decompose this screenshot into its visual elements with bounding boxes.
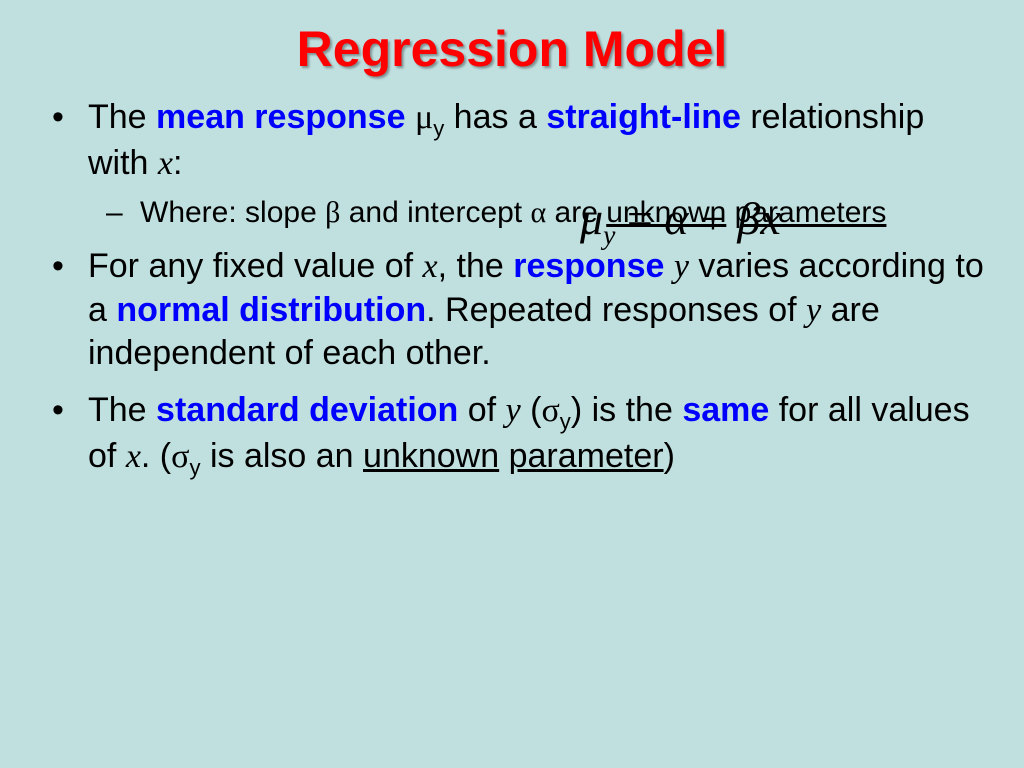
b1-kw2: straight-line (546, 98, 741, 136)
b3-u1: unknown (363, 437, 499, 475)
b3-kw2: same (682, 391, 769, 429)
b2-t1: For any fixed value of (88, 247, 423, 285)
bullet-1: The mean response μy has a straight-line… (40, 96, 984, 231)
sigma1-symbol: σ (541, 392, 559, 429)
bullet-2: For any fixed value of x, the response y… (40, 245, 984, 375)
beta-symbol: β (325, 196, 340, 229)
sigma1-sub: y (560, 409, 571, 434)
b3-t6: . ( (141, 437, 171, 475)
sub-bullet-1: Where: slope β and intercept α are unkno… (88, 194, 984, 232)
b3-t4: ) is the (571, 391, 682, 429)
b3-u2: parameter (509, 437, 664, 475)
b3-y1: y (506, 392, 521, 429)
b3-kw1: standard deviation (156, 391, 458, 429)
b3-t8 (499, 437, 508, 475)
b2-x1: x (423, 248, 438, 285)
b2-t5: . Repeated responses of (426, 291, 806, 329)
b3-t2: of (458, 391, 505, 429)
mu-symbol: μ (415, 99, 433, 136)
b1-text3: has a (444, 98, 546, 136)
b2-kw1: response (513, 247, 664, 285)
b1-text2 (406, 98, 415, 136)
b1-x: x (158, 145, 173, 182)
b3-t7: is also an (201, 437, 364, 475)
s1-t1: Where: slope (140, 196, 325, 229)
b2-t2: , the (438, 247, 514, 285)
s1-t4 (726, 196, 734, 229)
slide-content: The mean response μy has a straight-line… (40, 96, 984, 482)
alpha-symbol: α (530, 196, 546, 229)
s1-u1: unknown (606, 196, 726, 229)
b1-text5: : (173, 144, 182, 182)
mu-sub: y (433, 116, 444, 141)
s1-u2: parameters (735, 196, 887, 229)
sigma2-symbol: σ (171, 438, 189, 475)
b2-t3 (664, 247, 673, 285)
b3-x1: x (126, 438, 141, 475)
b2-y1: y (674, 248, 689, 285)
b1-text: The (88, 98, 156, 136)
sub-bullet-list: Where: slope β and intercept α are unkno… (88, 194, 984, 232)
slide-title: Regression Model (40, 20, 984, 78)
sigma2-sub: y (189, 455, 200, 480)
b3-t9: ) (664, 437, 675, 475)
bullet-3: The standard deviation of y (σy) is the … (40, 389, 984, 482)
s1-t3: are (546, 196, 606, 229)
b2-y2: y (806, 292, 821, 329)
s1-t2: and intercept (340, 196, 530, 229)
b3-t1: The (88, 391, 156, 429)
bullet-list: The mean response μy has a straight-line… (40, 96, 984, 482)
b2-kw2: normal distribution (116, 291, 426, 329)
b3-t3: ( (521, 391, 542, 429)
b1-kw1: mean response (156, 98, 405, 136)
